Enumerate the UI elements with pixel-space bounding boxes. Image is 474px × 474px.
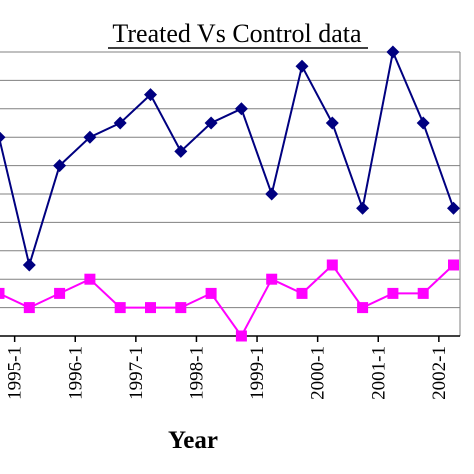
x-axis-label: Year xyxy=(168,427,218,454)
data-point-square xyxy=(296,287,308,299)
plot-area: 1995-1 1996-1 1997-1 1998-1 1999-1 2000-1 2001… xyxy=(0,45,461,400)
data-point-diamond xyxy=(113,116,127,130)
data-point-square xyxy=(266,273,278,285)
x-tick-label: 1996-1 xyxy=(65,346,86,400)
data-point-diamond xyxy=(234,102,248,116)
data-point-diamond xyxy=(447,201,460,215)
data-point-square xyxy=(54,287,66,299)
data-point-diamond xyxy=(295,59,309,73)
data-point-diamond xyxy=(386,45,400,59)
series-line xyxy=(0,263,455,338)
series-line xyxy=(0,48,455,269)
data-point-square xyxy=(175,302,187,314)
x-tick-label: 2001-1 xyxy=(368,346,389,400)
x-tick-label: 1998-1 xyxy=(186,346,207,400)
x-tick-label: 1999-1 xyxy=(247,346,268,400)
x-tick-label: 2000-1 xyxy=(308,346,329,400)
data-point-diamond xyxy=(0,131,6,143)
data-point-diamond xyxy=(265,187,279,201)
data-point-diamond xyxy=(144,88,157,102)
chart-title: Treated Vs Control data xyxy=(112,19,362,48)
data-point-square xyxy=(114,302,126,314)
data-point-square xyxy=(448,259,459,271)
data-point-diamond xyxy=(53,159,67,173)
data-point-square xyxy=(145,302,156,314)
data-point-square xyxy=(326,259,338,271)
data-point-diamond xyxy=(174,144,188,158)
data-point-diamond xyxy=(356,201,370,215)
data-point-square xyxy=(23,302,35,314)
data-point-diamond xyxy=(204,116,218,130)
data-point-square xyxy=(417,287,429,299)
data-point-diamond xyxy=(325,116,339,130)
data-point-square xyxy=(357,302,369,314)
x-tick-label: 2002-1 xyxy=(429,346,450,400)
data-point-square xyxy=(84,273,96,285)
data-point-diamond xyxy=(83,130,97,144)
data-point-square xyxy=(235,330,247,342)
data-point-square xyxy=(0,287,5,299)
data-point-diamond xyxy=(416,116,430,130)
data-point-diamond xyxy=(22,258,36,272)
data-point-square xyxy=(205,287,217,299)
x-tick-label: 1995-1 xyxy=(5,346,26,400)
x-tick-label: 1997-1 xyxy=(126,346,147,400)
data-point-square xyxy=(387,287,399,299)
